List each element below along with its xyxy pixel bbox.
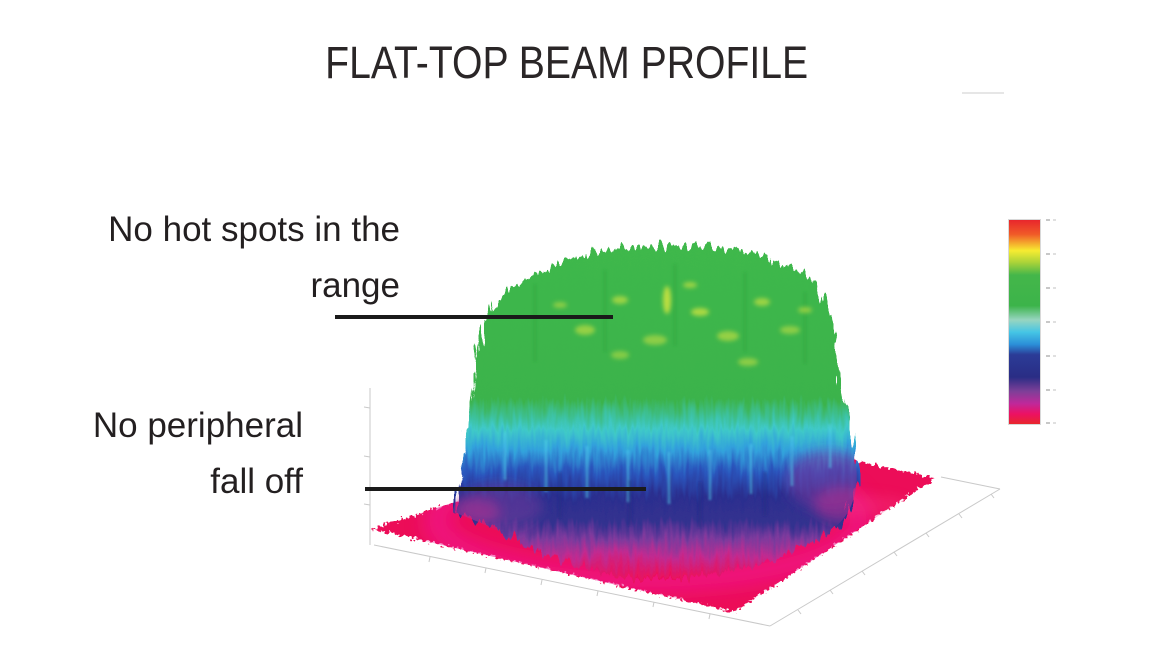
colorbar-tick-label [1053,321,1056,323]
annotation-pointer-hot-spots [335,315,613,319]
hotspot-blob [754,298,770,306]
colorbar-tick-label [1053,219,1056,221]
base-tick [925,532,930,538]
colorbar-tick [1046,355,1050,357]
beam-hotspot-speckles [553,282,812,366]
page-title: FLAT-TOP BEAM PROFILE [325,37,809,88]
colorbar-tick [1046,389,1050,391]
annotation-hot-spots: No hot spots in the range [108,202,400,314]
hotspot-blob [643,335,667,345]
base-front-right-edge [769,488,1001,627]
hotspot-blob [798,307,812,313]
colorbar-tick-label [1053,253,1056,255]
base-tick [708,613,711,620]
base-tick [484,567,487,574]
annotation-hot-spots-line1: No hot spots in the [108,210,400,249]
z-axis-tick [363,503,371,506]
hotspot-blob [691,308,709,316]
hotspot-blob [612,296,628,304]
colorbar [1008,219,1064,425]
colorbar-gradient [1008,219,1041,425]
base-back-edge [940,476,1001,490]
annotation-fall-off: No peripheral fall off [93,398,303,510]
annotation-fall-off-line2: fall off [210,462,303,501]
hotspot-blob [717,331,739,341]
colorbar-tick [1046,253,1050,255]
base-tick [893,551,898,557]
axis-wireframe-front [373,488,1001,627]
colorbar-tick-label [1053,422,1056,424]
beam-tower-surface [452,245,857,579]
hotspot-blob [611,351,629,359]
beam-side-streaks [503,264,832,528]
base-tick [596,590,599,597]
colorbar-tick-label [1053,287,1056,289]
base-tick [990,493,995,499]
z-axis-tick [363,406,371,409]
base-tick [540,579,543,586]
base-tick [428,556,431,563]
hotspot-blob [738,358,758,366]
base-tick [829,589,834,595]
z-axis-tick [363,455,371,458]
faint-artifact-line [962,92,1004,94]
colorbar-tick [1046,422,1050,424]
annotation-hot-spots-line2: range [310,266,400,305]
hotspot-blob [683,282,697,288]
hotspot-blob [780,326,800,334]
colorbar-tick-label [1053,389,1056,391]
colorbar-tick [1046,219,1050,221]
base-tick [797,609,802,615]
hotspot-blob [663,286,671,314]
colorbar-tick [1046,321,1050,323]
hotspot-blob [575,325,595,335]
base-tick [958,513,963,519]
annotation-pointer-fall-off [365,487,646,491]
base-tick [652,601,655,608]
colorbar-tick [1046,287,1050,289]
annotation-fall-off-line1: No peripheral [92,406,303,445]
base-front-left-edge [373,544,771,627]
base-tick [861,570,866,576]
colorbar-tick-label [1053,355,1056,357]
axis-wireframe-back [363,388,1001,545]
hotspot-blob [553,302,567,308]
